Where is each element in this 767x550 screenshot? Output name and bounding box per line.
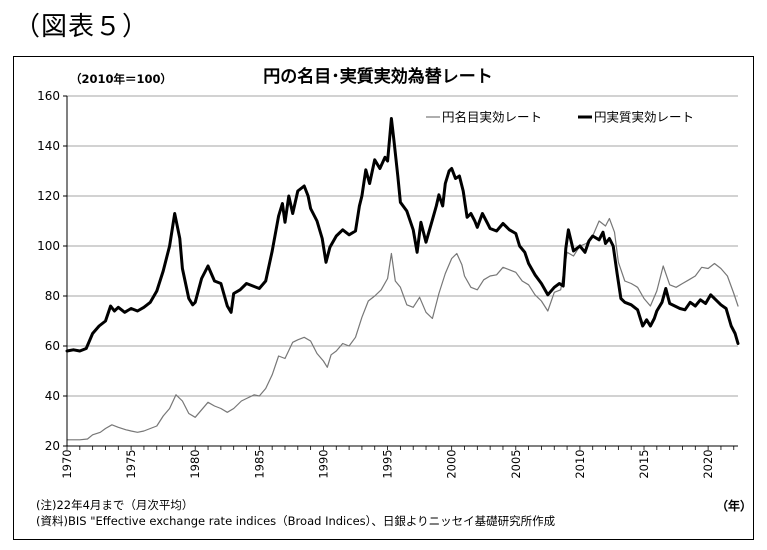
grid-lines	[67, 95, 738, 397]
x-tick-label: 2010	[573, 449, 587, 478]
x-tick-label: 2000	[445, 449, 459, 478]
y-tick-label: 80	[45, 289, 60, 303]
y-tick-label: 140	[37, 139, 60, 153]
x-tick-label: 1995	[381, 449, 395, 478]
x-tick-label: 1980	[188, 449, 202, 478]
chart-frame	[13, 56, 754, 540]
x-axis-unit-label: （年）	[716, 499, 753, 513]
y-tick-label: 20	[45, 439, 60, 453]
note-source: (資料)BIS "Effective exchange rate indices…	[36, 514, 556, 528]
y-tick-label: 120	[37, 189, 60, 203]
x-tick-label: 1990	[316, 449, 330, 478]
legend: 円名目実効レート 円実質実効レート	[426, 110, 694, 125]
x-tick-label: 1975	[124, 449, 138, 478]
chart-title: 円の名目･実質実効為替レート	[263, 66, 493, 87]
x-tick-label: 2005	[509, 449, 523, 478]
series-line-1	[65, 117, 740, 353]
x-tick-label: 2015	[637, 449, 651, 478]
x-tick-labels: 1970 1975 1980 1985 1990 1995 2000 2005 2010 2015…	[60, 449, 715, 478]
note-period: (注)22年4月まで（月次平均）	[36, 498, 194, 512]
y-tick-label: 60	[45, 339, 60, 353]
y-tick-labels: 20 40 60 80 100 120 140 160	[37, 89, 60, 453]
legend-label-1: 円実質実効レート	[594, 110, 694, 125]
series-layer	[65, 117, 740, 441]
x-tick-label: 1970	[60, 449, 74, 478]
series-line-0	[66, 217, 739, 441]
y-tick-label: 100	[37, 239, 60, 253]
figure-label: （図表５）	[14, 12, 150, 42]
legend-label-0: 円名目実効レート	[442, 110, 542, 125]
x-tick-label: 2020	[701, 449, 715, 478]
y-tick-label: 40	[45, 389, 60, 403]
chart-subtitle: （2010年＝100）	[70, 72, 172, 86]
x-tick-label: 1985	[252, 449, 266, 478]
y-tick-label: 160	[37, 89, 60, 103]
axes	[63, 95, 738, 450]
